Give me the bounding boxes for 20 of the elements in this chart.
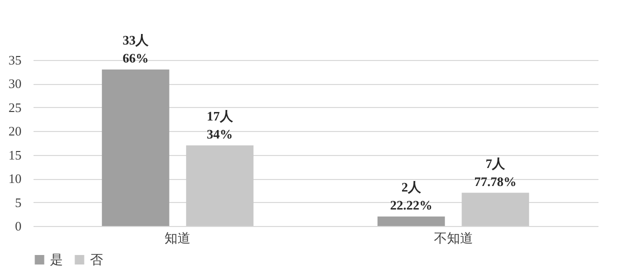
- y-tick-label: 20: [8, 124, 22, 139]
- x-tick-label: 知道: [164, 230, 191, 246]
- legend-label: 是: [50, 252, 63, 267]
- data-label: 33人 66%: [122, 32, 150, 66]
- bar: [186, 145, 254, 226]
- bar: [102, 69, 170, 226]
- y-tick-label: 5: [15, 194, 22, 210]
- data-label: 17人 34%: [206, 108, 234, 142]
- bar: [462, 192, 530, 226]
- y-tick-label: 35: [8, 52, 22, 68]
- y-tick-label: 10: [8, 171, 22, 186]
- y-tick-label: 0: [15, 218, 22, 234]
- x-tick-label: 不知道: [434, 230, 473, 246]
- y-tick-label: 15: [8, 147, 22, 162]
- y-tick-label: 30: [8, 76, 22, 92]
- data-label: 7人 77.78%: [474, 156, 517, 189]
- y-tick-label: 25: [8, 100, 22, 115]
- data-label: 2人 22.22%: [390, 180, 432, 213]
- legend-label: 否: [90, 252, 103, 267]
- bar: [378, 216, 445, 226]
